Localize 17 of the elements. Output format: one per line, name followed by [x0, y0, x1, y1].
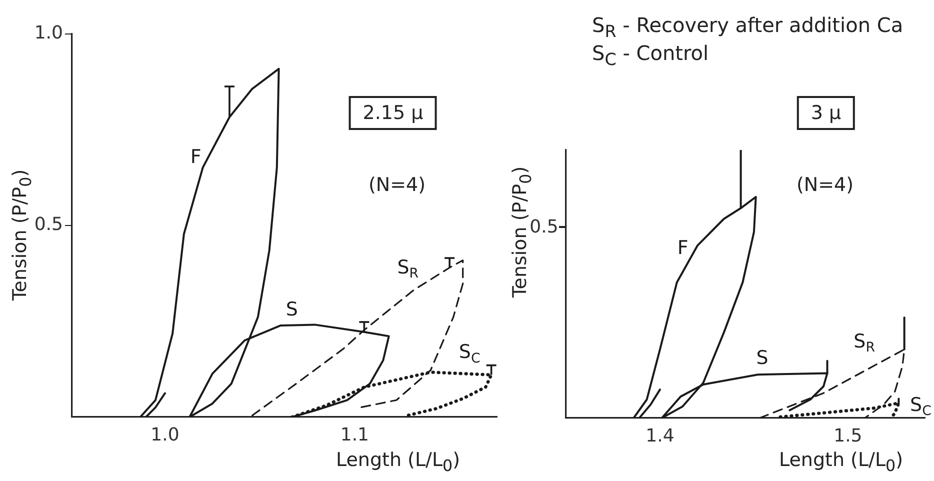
annotation: 2.15 μ [348, 96, 438, 130]
text: S$_{R}$ - Recovery after addition Ca [592, 13, 904, 41]
x-tick-label: 1.4 [646, 425, 674, 446]
x-tick-label: 1.0 [150, 424, 180, 446]
text: 0.5 [530, 216, 558, 238]
series-label: S [756, 347, 768, 370]
series-label: F [190, 146, 202, 168]
x-axis-title: Length (L/L$_{0}$) [778, 449, 904, 475]
text: 3 μ [796, 96, 856, 130]
annotation: (N=4) [368, 174, 426, 196]
annotation: (N=4) [796, 174, 854, 196]
x-axis-title: Length (L/L$_{0}$) [336, 449, 460, 475]
x-tick-label: 1.5 [834, 425, 862, 446]
series-label: F [677, 236, 688, 259]
series-label: S [286, 298, 298, 321]
x-tick-label: 1.1 [340, 424, 370, 446]
text: S$_{C}$ - Control [592, 41, 709, 69]
